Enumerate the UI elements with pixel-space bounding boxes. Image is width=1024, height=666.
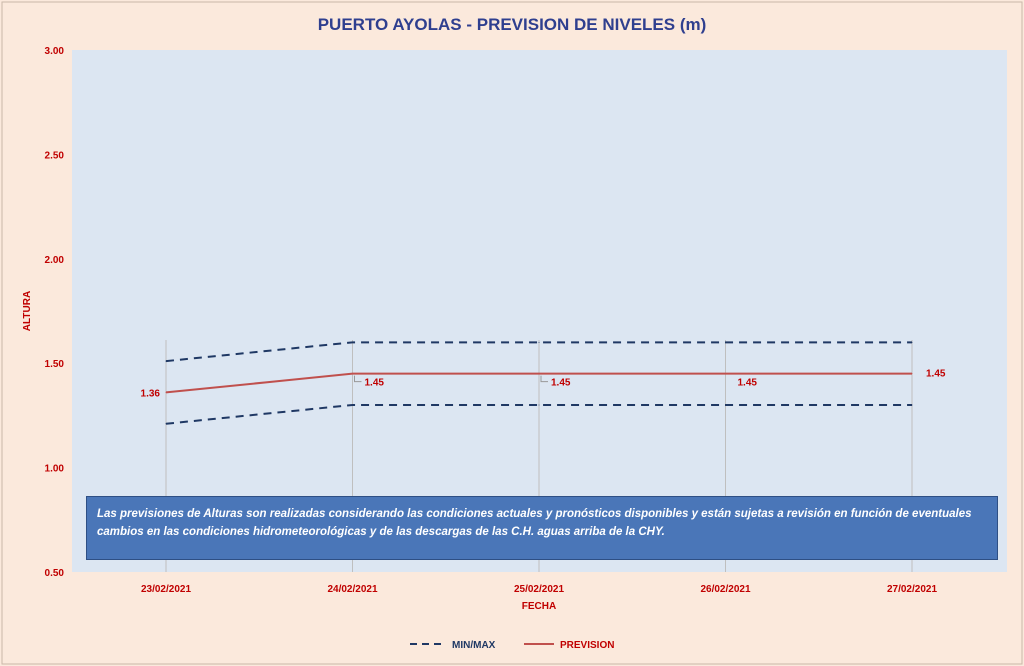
data-label: 1.36 [141,388,161,399]
minmax-point [911,404,913,406]
prevision-point [911,373,913,375]
y-axis-label: ALTURA [22,291,33,331]
x-tick-label: 26/02/2021 [700,584,750,595]
minmax-series-line [165,341,912,363]
minmax-point [165,360,167,362]
prevision-point [538,373,540,375]
x-axis-label: FECHA [522,601,556,612]
minmax-point [725,404,726,406]
prevision-point [165,391,167,393]
y-tick-label: 3.00 [45,46,65,57]
prevision-point [725,373,726,375]
data-label: 1.45 [551,378,571,389]
data-label-leader [540,375,548,383]
data-label: 1.45 [365,378,385,389]
x-axis-ticks: 23/02/2021 24/02/2021 25/02/2021 26/02/2021… [141,584,937,595]
y-axis-ticks: 0.50 1.00 1.50 2.00 2.50 3.00 [45,46,65,579]
data-labels: 1.36 1.45 1.45 1.45 1.45 [141,369,946,400]
chart-title: PUERTO AYOLAS - PREVISION DE NIVELES (m) [318,15,707,34]
minmax-point [538,341,540,343]
y-tick-label: 1.50 [45,359,65,370]
prevision-point [352,373,353,375]
y-tick-label: 2.00 [45,255,65,266]
series-layer [165,341,913,425]
legend: MIN/MAX PREVISION [410,640,614,651]
y-tick-label: 1.00 [45,464,65,475]
minmax-series-line [165,403,912,425]
x-tick-label: 23/02/2021 [141,584,191,595]
minmax-point [911,341,913,343]
minmax-point [165,423,167,425]
disclaimer-note: Las previsiones de Alturas son realizada… [86,496,998,560]
minmax-point [352,341,353,343]
x-tick-label: 24/02/2021 [327,584,377,595]
y-tick-label: 0.50 [45,568,65,579]
data-label-leader [354,375,362,383]
x-tick-label: 25/02/2021 [514,584,564,595]
x-tick-label: 27/02/2021 [887,584,937,595]
minmax-point [538,404,540,406]
legend-prevision-label: PREVISION [560,640,614,651]
minmax-point [725,341,726,343]
data-label: 1.45 [738,378,758,389]
y-tick-label: 2.50 [45,150,65,161]
legend-minmax-label: MIN/MAX [452,640,496,651]
minmax-point [352,404,353,406]
data-label: 1.45 [926,369,946,380]
